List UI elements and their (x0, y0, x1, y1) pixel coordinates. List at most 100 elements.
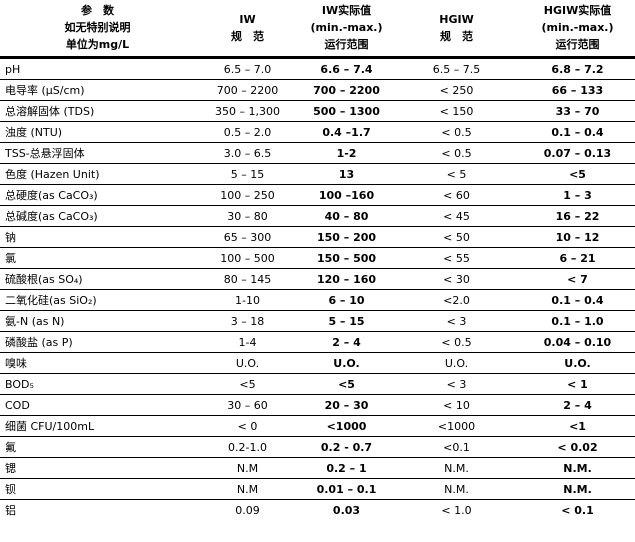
cell-iw-actual: 0.2 – 1 (326, 461, 367, 475)
cell-iw-spec: <5 (239, 377, 256, 391)
cell-parameter: BOD₅ (5, 377, 34, 391)
cell-iw-spec: 0.2-1.0 (228, 440, 267, 454)
cell-hgiw-spec: < 5 (446, 167, 467, 181)
cell-iw-spec: 3 – 18 (230, 314, 265, 328)
cell-iw-spec: N.M (236, 461, 259, 475)
cell-hgiw-spec: < 60 (443, 188, 470, 202)
cell-hgiw-spec: < 30 (443, 272, 470, 286)
cell-parameter: 铝 (5, 504, 16, 517)
cell-iw-spec: 5 – 15 (230, 167, 265, 181)
cell-iw-spec: 65 – 300 (223, 230, 272, 244)
cell-hgiw-actual: 33 – 70 (555, 104, 600, 118)
cell-hgiw-spec: <1000 (437, 419, 476, 433)
cell-iw-spec: 6.5 – 7.0 (223, 62, 272, 76)
header-parameter-line2: 如无特别说明 (64, 21, 131, 34)
cell-parameter: 总硬度(as CaCO₃) (5, 189, 98, 202)
cell-parameter: pH (5, 62, 21, 76)
header-parameter-line3: 单位为mg/L (65, 38, 130, 51)
cell-hgiw-spec: U.O. (444, 356, 469, 370)
cell-iw-actual: 500 – 1300 (313, 104, 380, 118)
cell-hgiw-spec: N.M. (444, 461, 469, 475)
cell-parameter: 硫酸根(as SO₄) (5, 273, 83, 286)
cell-hgiw-actual: < 7 (567, 272, 588, 286)
cell-hgiw-actual: N.M. (563, 461, 592, 475)
cell-parameter: 嗅味 (5, 357, 27, 370)
cell-hgiw-spec: < 10 (443, 398, 470, 412)
cell-hgiw-actual: 6 – 21 (559, 251, 596, 265)
cell-iw-spec: < 0 (237, 419, 258, 433)
cell-hgiw-actual: 0.1 – 0.4 (551, 125, 604, 139)
cell-hgiw-actual: 2 – 4 (563, 398, 592, 412)
table-row: BOD₅ <5 <5 < 3 < 1 (0, 374, 635, 395)
cell-parameter: 色度 (Hazen Unit) (5, 168, 100, 181)
cell-hgiw-spec: < 45 (443, 209, 470, 223)
header-iw-actual-line1: IW实际值 (321, 4, 372, 17)
header-iw-actual-line3: 运行范围 (324, 38, 369, 51)
cell-hgiw-actual: < 0.1 (561, 503, 594, 517)
cell-hgiw-actual: <5 (569, 167, 586, 181)
header-hgiw-spec-line2: 规 范 (440, 29, 473, 43)
cell-hgiw-spec: < 3 (446, 377, 467, 391)
cell-hgiw-spec: < 0.5 (441, 125, 472, 139)
cell-iw-actual: 5 – 15 (328, 314, 365, 328)
cell-hgiw-spec: < 250 (439, 83, 474, 97)
cell-hgiw-actual: 0.1 – 1.0 (551, 314, 604, 328)
table-row: 氟 0.2-1.0 0.2 - 0.7 <0.1 < 0.02 (0, 437, 635, 458)
header-hgiw-spec-line1: HGIW (439, 12, 474, 26)
cell-iw-spec: 3.0 – 6.5 (223, 146, 272, 160)
cell-hgiw-actual: 1 – 3 (563, 188, 592, 202)
table-row: 色度 (Hazen Unit) 5 – 15 13 < 5 <5 (0, 164, 635, 185)
cell-parameter: 氨-N (as N) (5, 315, 65, 328)
cell-parameter: TSS-总悬浮固体 (5, 147, 85, 160)
cell-parameter: 钠 (5, 231, 16, 244)
cell-iw-actual: 6 – 10 (328, 293, 365, 307)
cell-hgiw-spec: 6.5 – 7.5 (432, 62, 481, 76)
cell-hgiw-actual: U.O. (564, 356, 591, 370)
cell-hgiw-spec: <0.1 (443, 440, 470, 454)
table-row: TSS-总悬浮固体 3.0 – 6.5 1-2 < 0.5 0.07 – 0.13 (0, 143, 635, 164)
header-iw-actual-line2: (min.-max.) (310, 21, 383, 34)
cell-parameter: 氯 (5, 252, 16, 265)
cell-iw-spec: 30 – 60 (227, 398, 268, 412)
header-iw-spec-line2: 规 范 (231, 29, 264, 43)
table-body: pH 6.5 – 7.0 6.6 – 7.4 6.5 – 7.5 6.8 – 7.2 电导… (0, 58, 635, 521)
table-row: 总硬度(as CaCO₃) 100 – 250 100 –160 < 60 1 – 3 (0, 185, 635, 206)
cell-hgiw-actual: 16 – 22 (555, 209, 600, 223)
cell-parameter: 氟 (5, 441, 16, 454)
cell-iw-actual: 20 – 30 (324, 398, 369, 412)
cell-iw-spec: 80 – 145 (223, 272, 272, 286)
table-row: 铝 0.09 0.03 < 1.0 < 0.1 (0, 500, 635, 521)
column-header-parameter: 参 数 如无特别说明 单位为mg/L (0, 0, 195, 58)
cell-iw-actual: 0.01 – 0.1 (316, 482, 377, 496)
cell-iw-spec: 350 – 1,300 (215, 104, 280, 118)
cell-hgiw-actual: < 0.02 (557, 440, 598, 454)
column-header-iw-spec: IW 规 范 (195, 0, 300, 58)
cell-hgiw-spec: N.M. (444, 482, 469, 496)
cell-iw-spec: 30 – 80 (227, 209, 268, 223)
cell-iw-actual: 6.6 – 7.4 (320, 62, 373, 76)
cell-iw-spec: U.O. (235, 356, 260, 370)
table-row: COD 30 – 60 20 – 30 < 10 2 – 4 (0, 395, 635, 416)
cell-parameter: COD (5, 398, 30, 412)
cell-hgiw-spec: < 55 (443, 251, 470, 265)
cell-iw-actual: 13 (338, 167, 355, 181)
table-row: 磷酸盐 (as P) 1-4 2 – 4 < 0.5 0.04 – 0.10 (0, 332, 635, 353)
table-row: 硫酸根(as SO₄) 80 – 145 120 – 160 < 30 < 7 (0, 269, 635, 290)
water-quality-spec-table: 参 数 如无特别说明 单位为mg/L IW 规 范 IW实际值 (min.-ma… (0, 0, 635, 521)
table-row: pH 6.5 – 7.0 6.6 – 7.4 6.5 – 7.5 6.8 – 7.2 (0, 58, 635, 80)
cell-hgiw-actual: 0.07 – 0.13 (543, 146, 612, 160)
column-header-hgiw-spec: HGIW 规 范 (393, 0, 520, 58)
cell-hgiw-spec: < 0.5 (441, 335, 472, 349)
table-row: 细菌 CFU/100mL < 0 <1000 <1000 <1 (0, 416, 635, 437)
cell-iw-actual: 150 – 500 (316, 251, 377, 265)
table-row: 嗅味 U.O. U.O. U.O. U.O. (0, 353, 635, 374)
cell-iw-actual: 2 – 4 (332, 335, 361, 349)
cell-hgiw-spec: < 50 (443, 230, 470, 244)
cell-iw-actual: <5 (338, 377, 355, 391)
cell-iw-actual: U.O. (333, 356, 360, 370)
cell-iw-actual: 150 – 200 (316, 230, 377, 244)
cell-hgiw-spec: < 3 (446, 314, 467, 328)
cell-hgiw-actual: <1 (569, 419, 586, 433)
cell-parameter: 细菌 CFU/100mL (5, 420, 95, 433)
cell-iw-spec: 0.09 (235, 503, 260, 517)
